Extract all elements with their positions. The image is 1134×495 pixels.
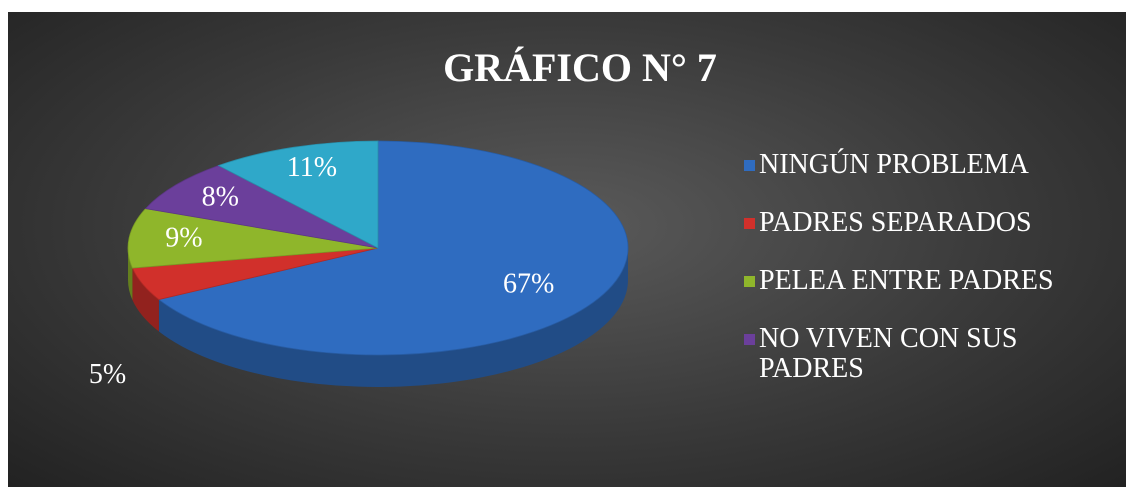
chart-title: GRÁFICO N° 7 bbox=[443, 45, 717, 90]
legend-label: NO VIVEN CON SUS PADRES bbox=[759, 323, 1018, 384]
slice-side bbox=[128, 248, 133, 301]
slice-side bbox=[132, 268, 159, 332]
legend-swatch bbox=[744, 160, 755, 171]
data-label: 11% bbox=[287, 152, 337, 183]
legend-item: NINGÚN PROBLEMA bbox=[744, 150, 1119, 180]
slice bbox=[127, 208, 379, 269]
slice bbox=[158, 140, 629, 356]
legend-swatch bbox=[744, 334, 755, 345]
slice bbox=[144, 165, 379, 249]
data-label: 5% bbox=[89, 359, 126, 390]
legend-label: NINGÚN PROBLEMA bbox=[759, 149, 1029, 180]
legend-label: PELEA ENTRE PADRES bbox=[759, 265, 1054, 296]
legend-swatch bbox=[744, 276, 755, 287]
legend-item: NO VIVEN CON SUS PADRES bbox=[744, 324, 1119, 384]
data-label: 8% bbox=[202, 181, 239, 212]
legend-item: PADRES SEPARADOS bbox=[744, 208, 1119, 238]
legend-swatch bbox=[744, 218, 755, 229]
slice-side bbox=[158, 248, 628, 388]
legend-item: PELEA ENTRE PADRES bbox=[744, 266, 1119, 296]
data-label: 9% bbox=[165, 223, 202, 254]
slice bbox=[217, 140, 379, 249]
data-label: 67% bbox=[503, 269, 554, 300]
legend: NINGÚN PROBLEMA PADRES SEPARADOS PELEA ENT… bbox=[744, 150, 1119, 412]
legend-label: PADRES SEPARADOS bbox=[759, 207, 1032, 238]
